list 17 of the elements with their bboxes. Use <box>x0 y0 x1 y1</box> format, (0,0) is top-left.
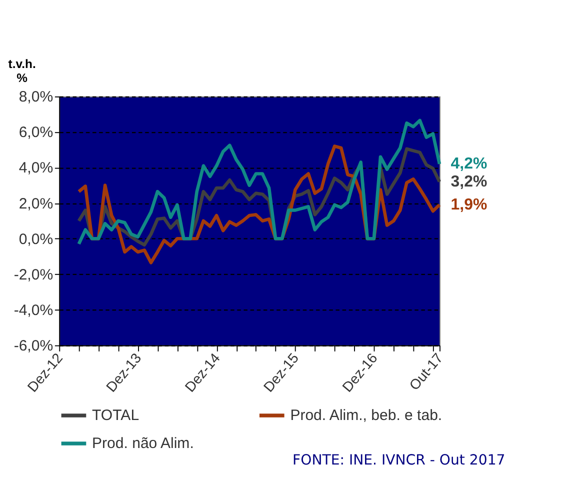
legend-label: TOTAL <box>92 407 140 424</box>
y-tick-label: -4,0% <box>14 302 54 319</box>
y-tick-label: -6,0% <box>14 337 54 354</box>
source-note: FONTE: INE. IVNCR - Out 2017 <box>292 452 506 469</box>
y-tick-label: 0,0% <box>18 230 54 248</box>
data-label: 4,2% <box>450 156 488 173</box>
data-label: 3,2% <box>450 173 488 190</box>
data-label: 1,9% <box>450 196 488 214</box>
line-series <box>77 118 442 246</box>
legend-label: Prod. Alim., beb. e tab. <box>290 407 442 424</box>
y-tick-label: -2,0% <box>14 266 54 284</box>
y-tick-label: 6,0% <box>18 124 54 142</box>
y-tick-label: 8,0% <box>18 88 54 106</box>
y-tick-label: 2,0% <box>18 195 54 212</box>
y-axis-title: t.v.h. % <box>8 56 36 85</box>
legend-label: Prod. não Alim. <box>92 435 194 452</box>
y-tick-label: 4,0% <box>18 160 54 177</box>
